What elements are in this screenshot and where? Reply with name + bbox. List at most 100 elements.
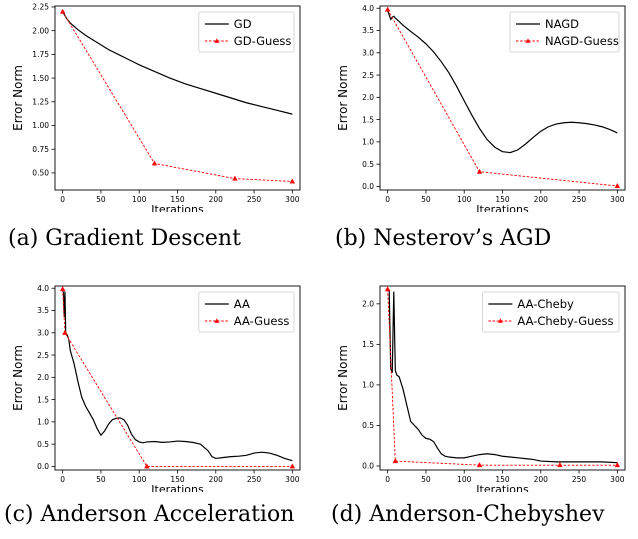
y-tick-label: 0.75 <box>32 145 49 154</box>
x-tick-label: 200 <box>534 195 549 204</box>
x-tick-label: 200 <box>209 195 224 204</box>
x-tick-label: 0 <box>60 195 65 204</box>
data-point-aa-guess <box>62 329 68 335</box>
data-point-aa-guess <box>144 463 150 469</box>
data-point-aa-cheby-guess <box>614 462 621 468</box>
x-tick-label: 250 <box>572 475 587 484</box>
y-tick-label: 1.5 <box>362 115 374 124</box>
x-tick-label: 300 <box>610 195 625 204</box>
x-axis-label: Iterations <box>151 203 204 212</box>
x-tick-label: 150 <box>495 475 510 484</box>
data-point-gd-guess <box>232 175 238 181</box>
x-tick-label: 200 <box>209 475 224 484</box>
y-axis-label: Error Norm <box>11 65 25 131</box>
legend-label-aa-guess: AA-Guess <box>234 314 290 328</box>
y-tick-label: 0.5 <box>362 421 374 430</box>
y-tick-label: 1.75 <box>32 50 49 59</box>
series-line-nagd <box>387 10 618 154</box>
data-point-gd-guess <box>151 160 158 166</box>
chart-nesterov-agd: 0 50 100 150 200 250 300 0.0 0.5 1.0 1.5 2.0 2.5 3.0 3… <box>336 4 626 212</box>
series-line-gd <box>62 11 293 115</box>
y-tick-label: 2.5 <box>37 351 49 360</box>
y-tick-label: 0.5 <box>362 160 374 169</box>
y-tick-label: 1.25 <box>32 97 49 106</box>
y-tick-label: 4.0 <box>37 284 49 293</box>
y-tick-label: 2.0 <box>362 300 374 309</box>
legend-marker-aa-guess <box>214 318 220 323</box>
x-tick-label: 300 <box>285 475 300 484</box>
series-line-aa-cheby <box>387 288 618 464</box>
y-tick-label: 0.0 <box>362 462 374 471</box>
data-point-aa-guess <box>289 463 296 469</box>
legend-marker-aa-cheby-guess <box>498 318 503 323</box>
legend-label-gd: GD <box>234 17 252 31</box>
data-point-gd-guess <box>289 178 296 184</box>
legend-label-nagd: NAGD <box>545 17 579 31</box>
x-tick-label: 50 <box>96 195 106 204</box>
legend <box>198 11 295 53</box>
x-tick-label: 300 <box>610 475 625 484</box>
y-tick-label: 0.5 <box>37 440 49 449</box>
y-tick-label: 1.0 <box>37 418 49 427</box>
y-tick-label: 2.0 <box>362 93 374 102</box>
y-tick-label: 3.5 <box>362 26 374 35</box>
legend-label-aa-cheby: AA-Cheby <box>517 297 574 311</box>
x-tick-label: 0 <box>385 195 390 204</box>
legend <box>509 11 620 53</box>
x-tick-label: 100 <box>132 195 147 204</box>
y-tick-label: 0.50 <box>32 169 49 178</box>
y-axis-label: Error Norm <box>336 65 350 131</box>
x-tick-label: 0 <box>385 475 390 484</box>
series-line-gd-guess <box>62 11 293 182</box>
legend <box>198 291 295 333</box>
legend-marker-nagd-guess <box>525 38 531 43</box>
x-tick-label: 100 <box>132 475 147 484</box>
data-point-nagd-guess <box>614 182 621 188</box>
data-point-aa-cheby-guess <box>476 462 483 468</box>
legend-label-aa-cheby-guess: AA-Cheby-Guess <box>517 314 613 328</box>
y-tick-label: 0.0 <box>362 182 374 191</box>
y-tick-label: 1.0 <box>362 138 374 147</box>
x-tick-label: 250 <box>572 195 587 204</box>
y-tick-label: 1.5 <box>37 395 49 404</box>
y-tick-label: 2.00 <box>32 26 49 35</box>
x-axis-label: Iterations <box>476 483 529 492</box>
x-tick-label: 250 <box>247 195 262 204</box>
caption-anderson-acceleration: (c) Anderson Acceleration <box>4 502 295 527</box>
y-tick-label: 1.50 <box>32 74 49 83</box>
legend-label-aa: AA <box>234 297 250 311</box>
x-tick-label: 150 <box>170 475 185 484</box>
x-tick-label: 150 <box>170 195 185 204</box>
y-tick-label: 2.25 <box>32 3 49 12</box>
caption-anderson-chebyshev: (d) Anderson-Chebyshev <box>331 502 605 527</box>
y-tick-label: 3.0 <box>37 328 49 337</box>
y-tick-label: 3.5 <box>37 306 49 315</box>
legend-marker-gd-guess <box>214 38 220 43</box>
y-tick-label: 0.0 <box>37 462 49 471</box>
series-line-aa <box>62 290 293 462</box>
x-axis-label: Iterations <box>476 203 529 212</box>
legend <box>481 291 620 333</box>
x-tick-label: 100 <box>457 195 472 204</box>
y-tick-label: 3.0 <box>362 48 374 57</box>
x-tick-label: 100 <box>457 475 472 484</box>
x-tick-label: 50 <box>421 195 431 204</box>
legend-label-nagd-guess: NAGD-Guess <box>545 34 619 48</box>
caption-gradient-descent: (a) Gradient Descent <box>8 226 241 251</box>
data-point-aa-cheby-guess <box>384 286 391 292</box>
chart-anderson-chebyshev: 0 50 100 150 200 250 300 0.0 0.5 1.0 1.5 2.0 Iterati… <box>336 285 626 492</box>
caption-nesterov-agd: (b) Nesterov’s AGD <box>335 226 552 251</box>
data-point-nagd-guess <box>384 6 391 12</box>
x-axis-label: Iterations <box>151 483 204 492</box>
series-line-aa-guess <box>62 289 293 467</box>
y-tick-label: 2.0 <box>37 373 49 382</box>
x-tick-label: 0 <box>60 475 65 484</box>
data-point-nagd-guess <box>476 168 483 174</box>
chart-gradient-descent: 0 50 100 150 200 250 300 0.50 0.75 1.00 1.25 1.50 1.… <box>11 3 301 212</box>
x-tick-label: 50 <box>421 475 431 484</box>
x-tick-label: 250 <box>247 475 262 484</box>
data-point-gd-guess <box>59 8 66 14</box>
chart-anderson-acceleration: 0 50 100 150 200 250 300 0.0 0.5 1.0 1.5 2.0 2.5 3.0 3… <box>11 284 301 492</box>
y-axis-label: Error Norm <box>336 345 350 411</box>
